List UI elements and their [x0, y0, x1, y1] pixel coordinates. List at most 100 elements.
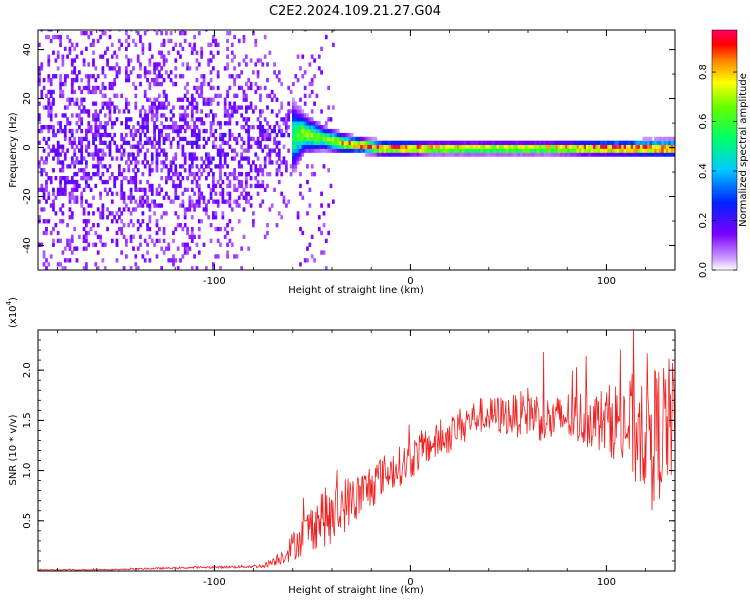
spectrogram-cell: [99, 54, 102, 59]
spectrogram-cell: [190, 203, 194, 208]
spectrogram-cell: [125, 66, 128, 71]
spectrogram-cell: [367, 136, 371, 142]
spectrogram-cell: [332, 128, 335, 134]
spectrogram-cell: [85, 128, 88, 134]
spectrogram-cell: [186, 230, 189, 236]
spectrogram-cell: [202, 78, 206, 83]
spectrogram-cell: [237, 219, 241, 224]
spectrogram-cell: [176, 176, 180, 181]
spectrogram-cell: [92, 89, 95, 95]
spectrogram-cell: [92, 132, 95, 138]
spectrogram-cell: [320, 70, 323, 75]
spectrogram-cell: [567, 148, 570, 153]
spectrogram-cell: [174, 172, 178, 177]
spectrogram-cell: [595, 140, 599, 146]
spectrogram-cell: [101, 81, 105, 87]
spectrogram-cell: [513, 148, 516, 153]
spectrogram-cell: [447, 140, 450, 146]
spectrogram-cell: [273, 93, 276, 99]
spectrogram-cell: [160, 168, 164, 173]
spectrogram-cell: [470, 140, 474, 146]
spectrogram-cell: [141, 195, 145, 200]
spectrogram-cell: [118, 109, 121, 114]
spectrogram-cell: [78, 105, 81, 110]
spectrogram-cell: [240, 136, 244, 142]
spectrogram-cell: [132, 136, 135, 142]
spectrogram-cell: [536, 152, 540, 157]
spectrogram-cell: [360, 144, 363, 149]
spectrogram-cell: [237, 38, 241, 44]
spectrogram-cell: [209, 160, 213, 165]
spectrogram-cell: [263, 234, 267, 240]
spectrogram-cell: [310, 109, 314, 114]
spectrogram-cell: [200, 85, 204, 91]
spectrogram-cell: [209, 168, 213, 173]
spectrogram-cell: [148, 105, 152, 110]
spectrogram-cell: [294, 117, 298, 122]
spectrogram-cell: [294, 156, 298, 161]
spectrogram-cell: [92, 223, 95, 228]
spectrogram-cell: [110, 136, 114, 142]
spectrogram-cell: [235, 121, 239, 126]
spectrogram-cell: [235, 254, 239, 259]
spectrogram-cell: [42, 230, 46, 236]
spectrogram-cell: [254, 168, 258, 173]
spectrogram-cell: [68, 246, 72, 251]
spectrogram-cell: [179, 125, 182, 130]
spectrogram-cell: [195, 125, 199, 130]
spectrogram-cell: [541, 152, 545, 157]
spectrogram-cell: [658, 144, 662, 149]
spectrogram-cell: [303, 132, 307, 138]
spectrogram-cell: [158, 136, 161, 142]
spectrogram-cell: [47, 74, 51, 79]
spectrogram-cell: [200, 89, 204, 95]
spectrogram-cell: [150, 183, 154, 189]
spectrogram-cell: [317, 140, 321, 146]
spectrogram-cell: [461, 144, 465, 149]
spectrogram-cell: [228, 121, 232, 126]
spectrogram-cell: [49, 101, 53, 106]
spectrogram-cell: [230, 156, 234, 161]
spectrogram-cell: [141, 254, 145, 259]
spectrogram-cell: [228, 172, 232, 177]
spectrogram-cell: [148, 58, 152, 63]
spectrogram-cell: [329, 148, 333, 153]
spectrogram-cell: [268, 50, 272, 55]
spectrogram-cell: [129, 234, 133, 240]
spectrogram-cell: [332, 144, 335, 149]
spectrogram-cell: [372, 148, 375, 153]
spectrogram-cell: [348, 132, 352, 138]
spectrogram-cell: [122, 136, 126, 142]
spectrogram-cell: [223, 97, 227, 102]
spectrogram-cell: [654, 148, 657, 153]
snr-xlabel: Height of straight line (km): [288, 585, 424, 596]
spectrogram-cell: [557, 152, 561, 157]
colorbar-tick-label: 0.4: [698, 163, 709, 179]
spectrogram-cell: [193, 172, 196, 177]
snr-scale-close: ): [8, 297, 19, 301]
spectrogram-cell: [524, 140, 528, 146]
spectrogram-cell: [223, 113, 227, 118]
spectrogram-cell: [143, 140, 147, 146]
spectrogram-cell: [292, 164, 295, 169]
spectrogram-cell: [263, 132, 267, 138]
spectrogram-cell: [169, 160, 173, 165]
spectrogram-cell: [367, 152, 371, 157]
spectrogram-cell: [579, 140, 582, 146]
spectrogram-cell: [306, 113, 309, 118]
spectrogram-cell: [188, 156, 192, 161]
spectrogram-cell: [190, 46, 194, 52]
spectrogram-cell: [317, 136, 321, 142]
spectrogram-cell: [303, 70, 307, 75]
spectrogram-cell: [141, 117, 145, 122]
spectrogram-cell: [256, 191, 260, 196]
spectrogram-cell: [134, 179, 138, 185]
spectrogram-cell: [444, 148, 448, 153]
spectrogram-cell: [179, 223, 182, 228]
spectrogram-cell: [233, 254, 236, 259]
spectrogram-cell: [219, 164, 222, 169]
spectrogram-cell: [611, 152, 615, 157]
spectrogram-cell: [78, 234, 81, 240]
spectrogram-cell: [61, 58, 65, 63]
spectrogram-cell: [216, 101, 220, 106]
